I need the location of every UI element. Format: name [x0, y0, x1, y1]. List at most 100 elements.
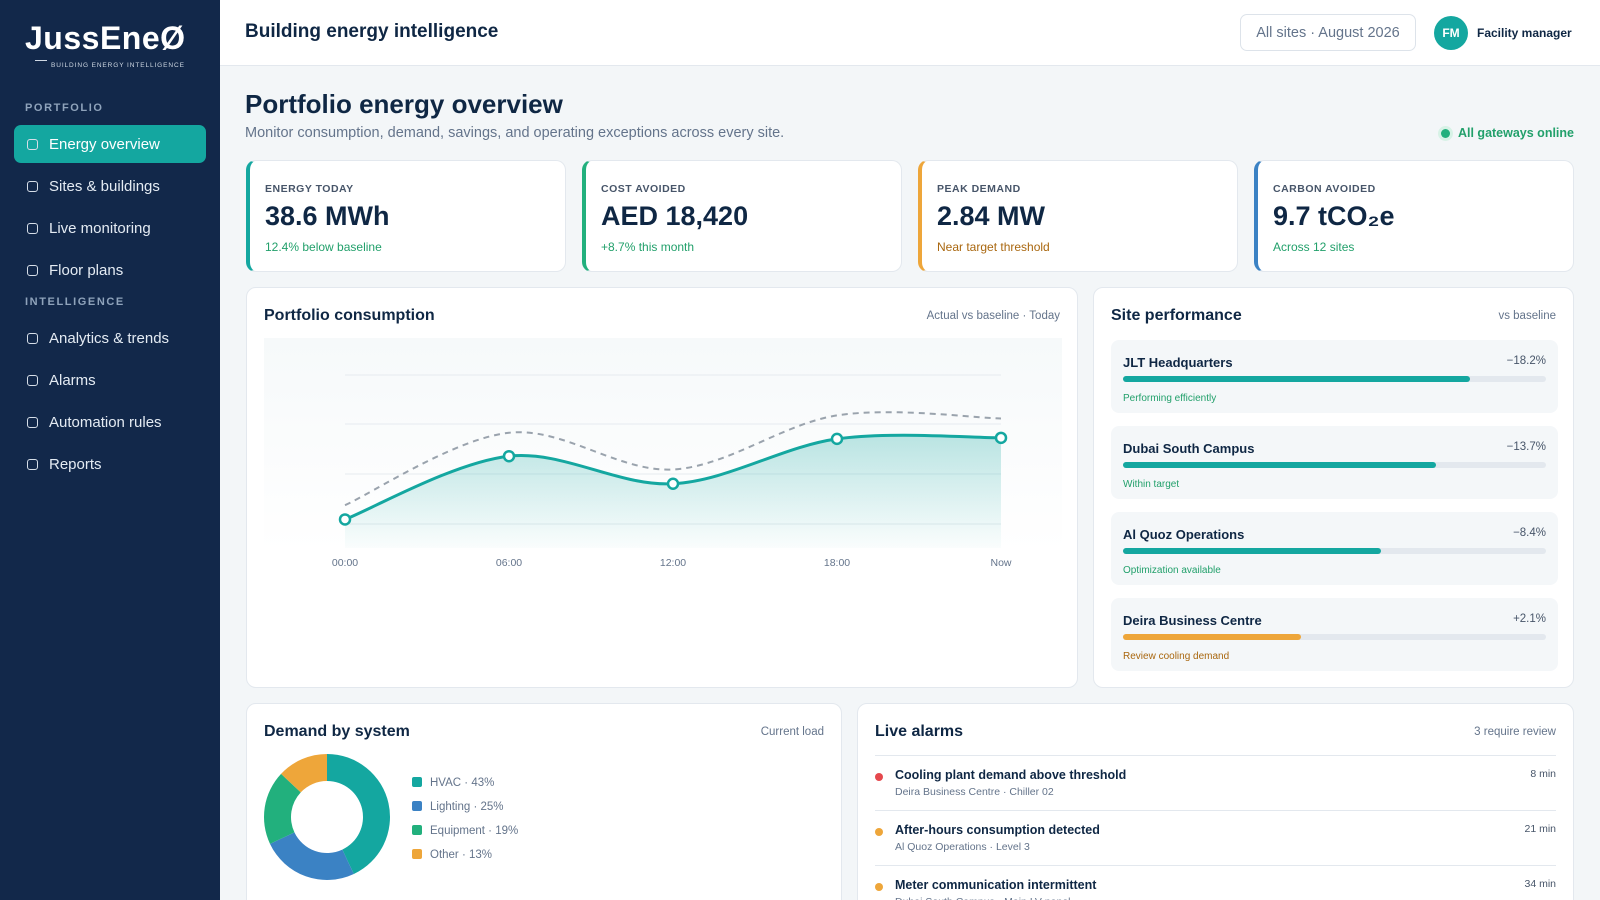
series-point — [338, 513, 352, 526]
site-change: −13.7% — [1506, 441, 1546, 453]
brand-tagline: BUILDING ENERGY INTELLIGENCE — [51, 62, 185, 69]
site-name: JLT Headquarters — [1123, 355, 1233, 370]
alarm-title[interactable]: After-hours consumption detected — [895, 823, 1100, 837]
nav-label: Alarms — [49, 371, 96, 389]
brand-name: JussEneØ — [25, 20, 186, 56]
nav-icon — [27, 265, 38, 276]
tagline-rule — [35, 60, 47, 61]
site-row: Al Quoz Operations −8.4% Optimization avai… — [1111, 512, 1558, 585]
kpi-value: 2.84 MW — [937, 201, 1046, 231]
legend-swatch — [412, 849, 422, 859]
nav-icon — [27, 375, 38, 386]
consumption-card: Portfolio consumption Actual vs baseline… — [246, 287, 1078, 688]
nav-item[interactable]: Alarms — [14, 361, 206, 399]
kpi-value: 38.6 MWh — [265, 201, 390, 231]
bar-track — [1123, 462, 1546, 468]
site-name: Dubai South Campus — [1123, 441, 1255, 456]
card-subtitle: vs baseline — [1498, 310, 1556, 322]
header: Building energy intelligence All sites ·… — [220, 0, 1600, 66]
alarm-divider — [875, 865, 1556, 866]
x-tick-label: Now — [990, 557, 1011, 569]
site-name: Al Quoz Operations — [1123, 527, 1245, 542]
site-name: Deira Business Centre — [1123, 613, 1262, 628]
nav-item[interactable]: Floor plans — [14, 251, 206, 289]
kpi-note: Near target threshold — [937, 240, 1050, 254]
x-tick-label: 00:00 — [332, 557, 358, 569]
site-status: Performing efficiently — [1123, 393, 1217, 404]
site-row: Deira Business Centre +2.1% Review cooling… — [1111, 598, 1558, 671]
site-status: Optimization available — [1123, 565, 1221, 576]
scope-selector[interactable]: All sites · August 2026 — [1240, 14, 1416, 51]
nav-icon — [27, 181, 38, 192]
kpi-note: +8.7% this month — [601, 240, 695, 254]
bar-fill — [1123, 462, 1437, 468]
bar-track — [1123, 376, 1546, 382]
nav-item[interactable]: Sites & buildings — [14, 167, 206, 205]
kpi-label: ENERGY TODAY — [265, 183, 354, 195]
header-title: Building energy intelligence — [245, 21, 499, 42]
x-tick-label: 18:00 — [824, 557, 850, 569]
nav-item[interactable]: Analytics & trends — [14, 319, 206, 357]
alarm-dot — [875, 828, 883, 836]
kpi-card: ENERGY TODAY 38.6 MWh 12.4% below baseline — [246, 160, 566, 272]
nav-item[interactable]: Live monitoring — [14, 209, 206, 247]
alarm-dot — [875, 773, 883, 781]
alarm-title[interactable]: Meter communication intermittent — [895, 878, 1097, 892]
kpi-note: 12.4% below baseline — [265, 240, 382, 254]
line-chart: 00:00 06:00 12:00 18:00 Now — [264, 338, 1062, 569]
legend-label: Equipment · 19% — [430, 825, 518, 837]
bar-track — [1123, 634, 1546, 640]
alarms-card: Live alarms 3 require review Cooling pla… — [857, 703, 1574, 900]
nav-label: Reports — [49, 455, 102, 473]
nav-item[interactable]: Reports — [14, 445, 206, 483]
series-point — [502, 449, 516, 463]
bar-fill — [1123, 548, 1382, 554]
nav-heading: INTELLIGENCE — [25, 296, 125, 308]
nav-label: Analytics & trends — [49, 329, 170, 347]
nav-icon — [27, 139, 38, 150]
series-area — [345, 435, 1001, 548]
legend-label: HVAC · 43% — [430, 777, 494, 789]
alarm-time: 21 min — [1524, 823, 1556, 835]
nav-item[interactable]: Automation rules — [14, 403, 206, 441]
status-text: All gateways online — [1457, 126, 1574, 140]
nav-heading: PORTFOLIO — [25, 102, 104, 114]
legend-swatch — [412, 801, 422, 811]
kpi-label: COST AVOIDED — [601, 183, 686, 195]
kpi-note: Across 12 sites — [1273, 240, 1355, 254]
kpi-value: 9.7 tCO₂e — [1273, 201, 1395, 231]
page-title: Portfolio energy overview — [245, 89, 563, 119]
nav-item[interactable]: Energy overview — [14, 125, 206, 163]
alarm-title[interactable]: Cooling plant demand above threshold — [895, 768, 1127, 782]
site-change: −18.2% — [1506, 355, 1546, 367]
x-tick-label: 12:00 — [660, 557, 686, 569]
site-change: −8.4% — [1513, 527, 1546, 539]
card-subtitle: Current load — [760, 726, 824, 738]
bar-fill — [1123, 634, 1301, 640]
legend-swatch — [412, 777, 422, 787]
nav-icon — [27, 417, 38, 428]
gateway-status: All gateways online — [1440, 126, 1574, 140]
donut-slice — [281, 754, 327, 793]
legend-label: Lighting · 25% — [430, 801, 504, 813]
kpi-label: CARBON AVOIDED — [1273, 183, 1376, 195]
alarm-time: 8 min — [1530, 768, 1556, 780]
nav-label: Energy overview — [49, 135, 160, 153]
site-row: Dubai South Campus −13.7% Within target — [1111, 426, 1558, 499]
x-tick-label: 06:00 — [496, 557, 522, 569]
card-title: Portfolio consumption — [264, 307, 435, 324]
page-subtitle: Monitor consumption, demand, savings, an… — [245, 125, 785, 141]
donut-slice — [264, 773, 301, 844]
series-point — [830, 432, 844, 446]
series-point — [666, 477, 680, 490]
nav-label: Automation rules — [49, 413, 162, 431]
nav-label: Live monitoring — [49, 219, 151, 237]
site-status: Review cooling demand — [1123, 651, 1230, 662]
alarm-dot — [875, 883, 883, 891]
nav-icon — [27, 459, 38, 470]
kpi-card: PEAK DEMAND 2.84 MW Near target threshold — [918, 160, 1238, 272]
series-point — [994, 431, 1008, 445]
alarm-detail: Deira Business Centre · Chiller 02 — [895, 786, 1054, 798]
avatar[interactable]: FM — [1434, 16, 1468, 50]
